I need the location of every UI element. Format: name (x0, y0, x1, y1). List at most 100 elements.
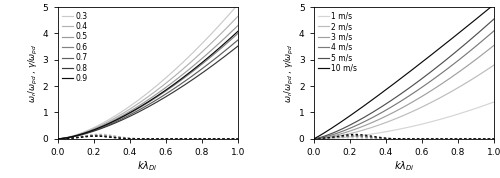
0.9 (136, 106, 142, 108)
Line: 0.8: 0.8 (58, 46, 238, 139)
5 m/s (342, 126, 348, 128)
0.8 (86, 131, 92, 134)
Line: 0.4: 0.4 (58, 16, 238, 139)
10 m/s (342, 118, 348, 120)
0.4 (54, 138, 60, 140)
0.9 (190, 69, 196, 71)
0.3 (190, 51, 196, 53)
3 m/s (310, 138, 316, 140)
0.4 (86, 129, 92, 132)
0.3 (86, 129, 92, 131)
3 m/s (431, 88, 437, 90)
0.9 (161, 90, 167, 93)
Line: 4 m/s: 4 m/s (314, 31, 494, 139)
1 m/s (446, 116, 452, 118)
2 m/s (342, 134, 348, 136)
0.9 (175, 80, 181, 82)
4 m/s (431, 78, 437, 80)
1 m/s (357, 135, 363, 137)
5 m/s (357, 119, 363, 121)
0.8 (175, 88, 181, 90)
2 m/s (357, 130, 363, 132)
3 m/s (392, 110, 398, 112)
0.4 (101, 123, 107, 125)
10 m/s (392, 82, 398, 84)
4 m/s (491, 30, 497, 32)
2 m/s (491, 64, 497, 66)
0.9 (101, 125, 107, 127)
0.9 (235, 30, 241, 32)
0.5 (161, 88, 167, 90)
0.7 (101, 126, 107, 128)
0.3 (161, 78, 167, 81)
0.8 (161, 97, 167, 99)
0.5 (54, 138, 60, 140)
2 m/s (310, 138, 316, 140)
0.3 (54, 138, 60, 140)
0.5 (175, 77, 181, 79)
10 m/s (431, 52, 437, 54)
1 m/s (310, 138, 316, 140)
1 m/s (342, 136, 348, 138)
0.6 (86, 131, 92, 133)
4 m/s (342, 129, 348, 131)
Line: 0.7: 0.7 (58, 40, 238, 139)
3 m/s (342, 131, 348, 134)
Line: 5 m/s: 5 m/s (314, 19, 494, 139)
0.9 (54, 138, 60, 140)
0.5 (136, 105, 142, 107)
Line: 10 m/s: 10 m/s (314, 4, 494, 139)
3 m/s (417, 97, 423, 99)
4 m/s (446, 66, 452, 68)
X-axis label: $k\lambda_{Di}$: $k\lambda_{Di}$ (138, 160, 158, 173)
0.9 (86, 130, 92, 133)
1 m/s (491, 101, 497, 103)
Line: 2 m/s: 2 m/s (314, 65, 494, 139)
5 m/s (446, 56, 452, 58)
2 m/s (431, 100, 437, 102)
Legend: 0.3, 0.4, 0.5, 0.6, 0.7, 0.8, 0.9: 0.3, 0.4, 0.5, 0.6, 0.7, 0.8, 0.9 (60, 9, 90, 85)
0.4 (235, 15, 241, 17)
0.6 (101, 125, 107, 127)
0.7 (175, 85, 181, 87)
0.5 (101, 124, 107, 126)
0.5 (235, 25, 241, 27)
4 m/s (417, 88, 423, 90)
10 m/s (310, 138, 316, 140)
0.5 (190, 65, 196, 67)
0.8 (136, 111, 142, 113)
Line: 0.3: 0.3 (58, 4, 238, 139)
0.7 (136, 109, 142, 111)
3 m/s (446, 78, 452, 80)
0.8 (54, 138, 60, 140)
1 m/s (431, 120, 437, 122)
0.6 (175, 81, 181, 83)
0.5 (86, 130, 92, 132)
0.8 (190, 78, 196, 80)
1 m/s (417, 124, 423, 126)
Line: 3 m/s: 3 m/s (314, 45, 494, 139)
0.4 (190, 59, 196, 61)
3 m/s (357, 126, 363, 129)
3 m/s (491, 44, 497, 46)
Y-axis label: $\omega_r/\omega_{pd}$ , $\gamma/\omega_{pd}$: $\omega_r/\omega_{pd}$ , $\gamma/\omega_… (27, 43, 40, 103)
0.3 (175, 66, 181, 68)
0.6 (54, 138, 60, 140)
0.8 (101, 127, 107, 129)
0.7 (235, 39, 241, 41)
0.3 (136, 98, 142, 101)
5 m/s (431, 68, 437, 70)
0.7 (161, 94, 167, 96)
1 m/s (392, 129, 398, 131)
0.6 (235, 32, 241, 35)
0.6 (190, 70, 196, 72)
5 m/s (310, 138, 316, 140)
5 m/s (417, 79, 423, 81)
0.6 (161, 91, 167, 93)
X-axis label: $k\lambda_{Di}$: $k\lambda_{Di}$ (394, 160, 414, 173)
2 m/s (446, 92, 452, 94)
0.4 (175, 72, 181, 74)
4 m/s (392, 104, 398, 106)
10 m/s (357, 108, 363, 110)
Line: 0.6: 0.6 (58, 33, 238, 139)
